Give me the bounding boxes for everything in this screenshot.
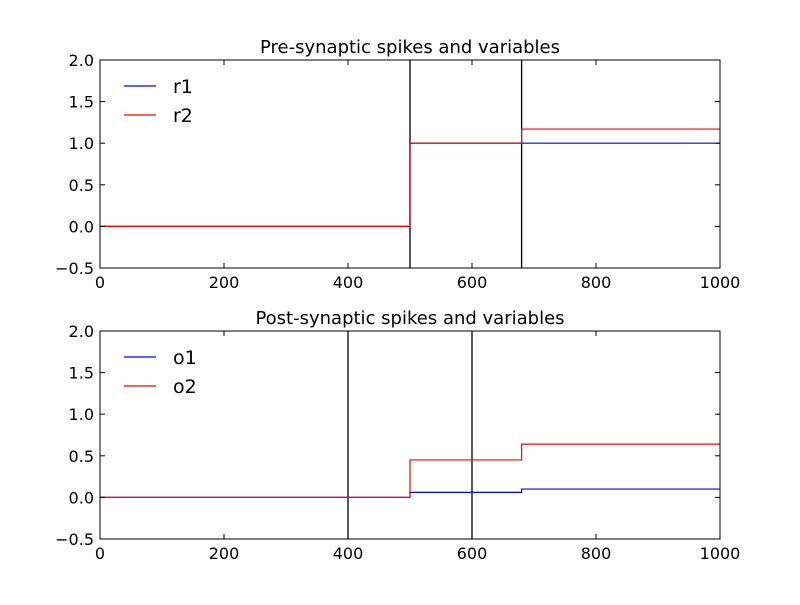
chart-2-series-o2 — [100, 443, 720, 498]
chart-2-y-tick-label-3: 1.0 — [69, 405, 94, 424]
chart-1-y-tick-label-1: 0.0 — [69, 217, 94, 236]
chart-2-x-tick-label-1000: 1000 — [700, 544, 741, 563]
chart-1-y-tick-label-4: 1.5 — [69, 93, 94, 112]
chart-2-y-tick-label-5: 2.0 — [69, 322, 94, 341]
chart-2-y-tick-label-2: 0.5 — [69, 447, 94, 466]
chart-1: Pre-synaptic spikes and variables 0 200 400… — [55, 37, 740, 292]
chart-1-x-tick-label-800: 800 — [581, 273, 612, 292]
chart-2-x-tick-label-400: 400 — [333, 544, 364, 563]
chart-2-y-tick-label-0: −0.5 — [55, 530, 94, 549]
chart-1-x-tick-label-0: 0 — [95, 273, 105, 292]
chart-1-y-tick-label-0: −0.5 — [55, 259, 94, 278]
chart-2-x-tick-label-600: 600 — [457, 544, 488, 563]
chart-1-axes-frame — [99, 59, 721, 269]
chart-1-title: Pre-synaptic spikes and variables — [260, 37, 560, 58]
chart-2-legend-label-o2: o2 — [173, 376, 197, 398]
chart-1-legend-label-r2: r2 — [173, 105, 193, 127]
chart-1-x-tick-label-200: 200 — [209, 273, 240, 292]
chart-1-legend-label-r1: r1 — [173, 76, 193, 98]
chart-1-y-tick-label-5: 2.0 — [69, 51, 94, 70]
chart-2-y-tick-label-1: 0.0 — [69, 488, 94, 507]
chart-2-x-tick-label-200: 200 — [209, 544, 240, 563]
chart-2: Post-synaptic spikes and variables 0 200 40… — [55, 308, 740, 563]
chart-2-title: Post-synaptic spikes and variables — [255, 308, 564, 329]
chart-1-x-tick-label-400: 400 — [333, 273, 364, 292]
chart-1-y-tick-label-3: 1.0 — [69, 134, 94, 153]
chart-2-x-tick-label-800: 800 — [581, 544, 612, 563]
chart-2-y-tick-label-4: 1.5 — [69, 364, 94, 383]
chart-1-series-r2 — [100, 128, 720, 227]
chart-2-x-tick-label-0: 0 — [95, 544, 105, 563]
chart-1-x-tick-label-1000: 1000 — [700, 273, 741, 292]
chart-1-y-tick-label-2: 0.5 — [69, 176, 94, 195]
chart-2-axes-frame — [99, 330, 721, 540]
chart-1-x-tick-label-600: 600 — [457, 273, 488, 292]
chart-2-legend-label-o1: o1 — [173, 347, 197, 369]
